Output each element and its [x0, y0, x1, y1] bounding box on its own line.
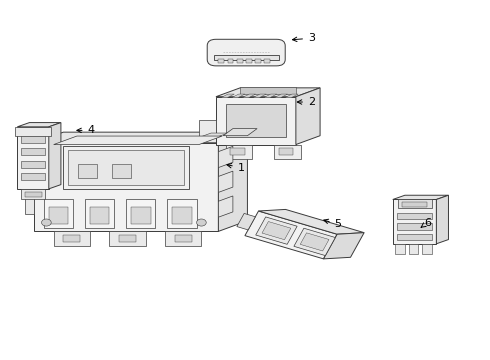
Text: 6: 6: [421, 217, 431, 228]
Polygon shape: [230, 148, 245, 155]
Polygon shape: [126, 199, 155, 228]
Polygon shape: [112, 164, 131, 178]
Polygon shape: [259, 210, 364, 234]
Text: 5: 5: [324, 219, 342, 229]
Polygon shape: [44, 199, 73, 228]
Polygon shape: [199, 120, 216, 138]
Polygon shape: [90, 207, 109, 224]
Text: 2: 2: [297, 97, 315, 107]
Circle shape: [196, 219, 206, 226]
Polygon shape: [21, 161, 45, 168]
FancyBboxPatch shape: [207, 39, 285, 66]
Polygon shape: [219, 132, 247, 231]
Polygon shape: [199, 133, 228, 138]
Polygon shape: [219, 196, 233, 217]
Polygon shape: [225, 145, 252, 159]
Polygon shape: [109, 231, 146, 246]
Bar: [63, 235, 80, 242]
Polygon shape: [396, 223, 433, 230]
Polygon shape: [227, 59, 233, 63]
Polygon shape: [237, 59, 243, 63]
Polygon shape: [242, 94, 256, 98]
Polygon shape: [17, 127, 49, 189]
Polygon shape: [396, 213, 433, 219]
Polygon shape: [85, 199, 114, 228]
Text: 3: 3: [293, 33, 315, 43]
Polygon shape: [294, 228, 335, 256]
Polygon shape: [393, 199, 437, 244]
Polygon shape: [279, 148, 294, 155]
Polygon shape: [262, 221, 291, 240]
Polygon shape: [223, 129, 257, 136]
Polygon shape: [24, 189, 34, 214]
Polygon shape: [225, 104, 286, 138]
Polygon shape: [274, 145, 301, 159]
Polygon shape: [265, 59, 270, 63]
Polygon shape: [300, 233, 329, 251]
Polygon shape: [24, 192, 42, 197]
Polygon shape: [264, 94, 277, 98]
Polygon shape: [214, 55, 279, 60]
Bar: [175, 235, 192, 242]
Circle shape: [42, 219, 51, 226]
Polygon shape: [168, 199, 196, 228]
Polygon shape: [49, 207, 68, 224]
Polygon shape: [397, 199, 432, 208]
Polygon shape: [393, 195, 448, 199]
Polygon shape: [221, 94, 234, 98]
Polygon shape: [256, 217, 297, 244]
Polygon shape: [172, 207, 192, 224]
Polygon shape: [285, 94, 298, 98]
Polygon shape: [165, 231, 201, 246]
Polygon shape: [437, 195, 448, 244]
Polygon shape: [68, 150, 184, 185]
Polygon shape: [395, 244, 405, 255]
Text: 4: 4: [77, 125, 95, 135]
Polygon shape: [219, 146, 233, 168]
Polygon shape: [21, 173, 45, 180]
Polygon shape: [34, 143, 219, 231]
Polygon shape: [21, 189, 45, 199]
Polygon shape: [53, 231, 90, 246]
Polygon shape: [246, 59, 252, 63]
Bar: [119, 235, 136, 242]
Polygon shape: [17, 123, 61, 127]
Polygon shape: [245, 211, 337, 259]
Polygon shape: [131, 207, 150, 224]
Polygon shape: [49, 123, 61, 189]
Polygon shape: [274, 94, 288, 98]
Polygon shape: [34, 132, 247, 143]
Polygon shape: [323, 233, 364, 259]
Polygon shape: [219, 59, 224, 63]
Polygon shape: [216, 88, 320, 97]
Polygon shape: [396, 234, 433, 240]
Polygon shape: [219, 171, 233, 192]
Polygon shape: [21, 136, 45, 143]
Polygon shape: [296, 88, 320, 145]
Polygon shape: [409, 244, 418, 255]
Polygon shape: [15, 127, 51, 136]
Polygon shape: [216, 97, 296, 145]
Polygon shape: [53, 136, 222, 145]
Polygon shape: [422, 244, 432, 255]
Polygon shape: [231, 94, 245, 98]
Polygon shape: [21, 148, 45, 155]
Polygon shape: [402, 202, 427, 207]
Text: 1: 1: [227, 163, 245, 172]
Polygon shape: [255, 59, 261, 63]
Polygon shape: [240, 87, 296, 94]
Polygon shape: [237, 213, 255, 230]
Polygon shape: [78, 164, 97, 178]
Polygon shape: [253, 94, 267, 98]
Polygon shape: [63, 146, 189, 189]
